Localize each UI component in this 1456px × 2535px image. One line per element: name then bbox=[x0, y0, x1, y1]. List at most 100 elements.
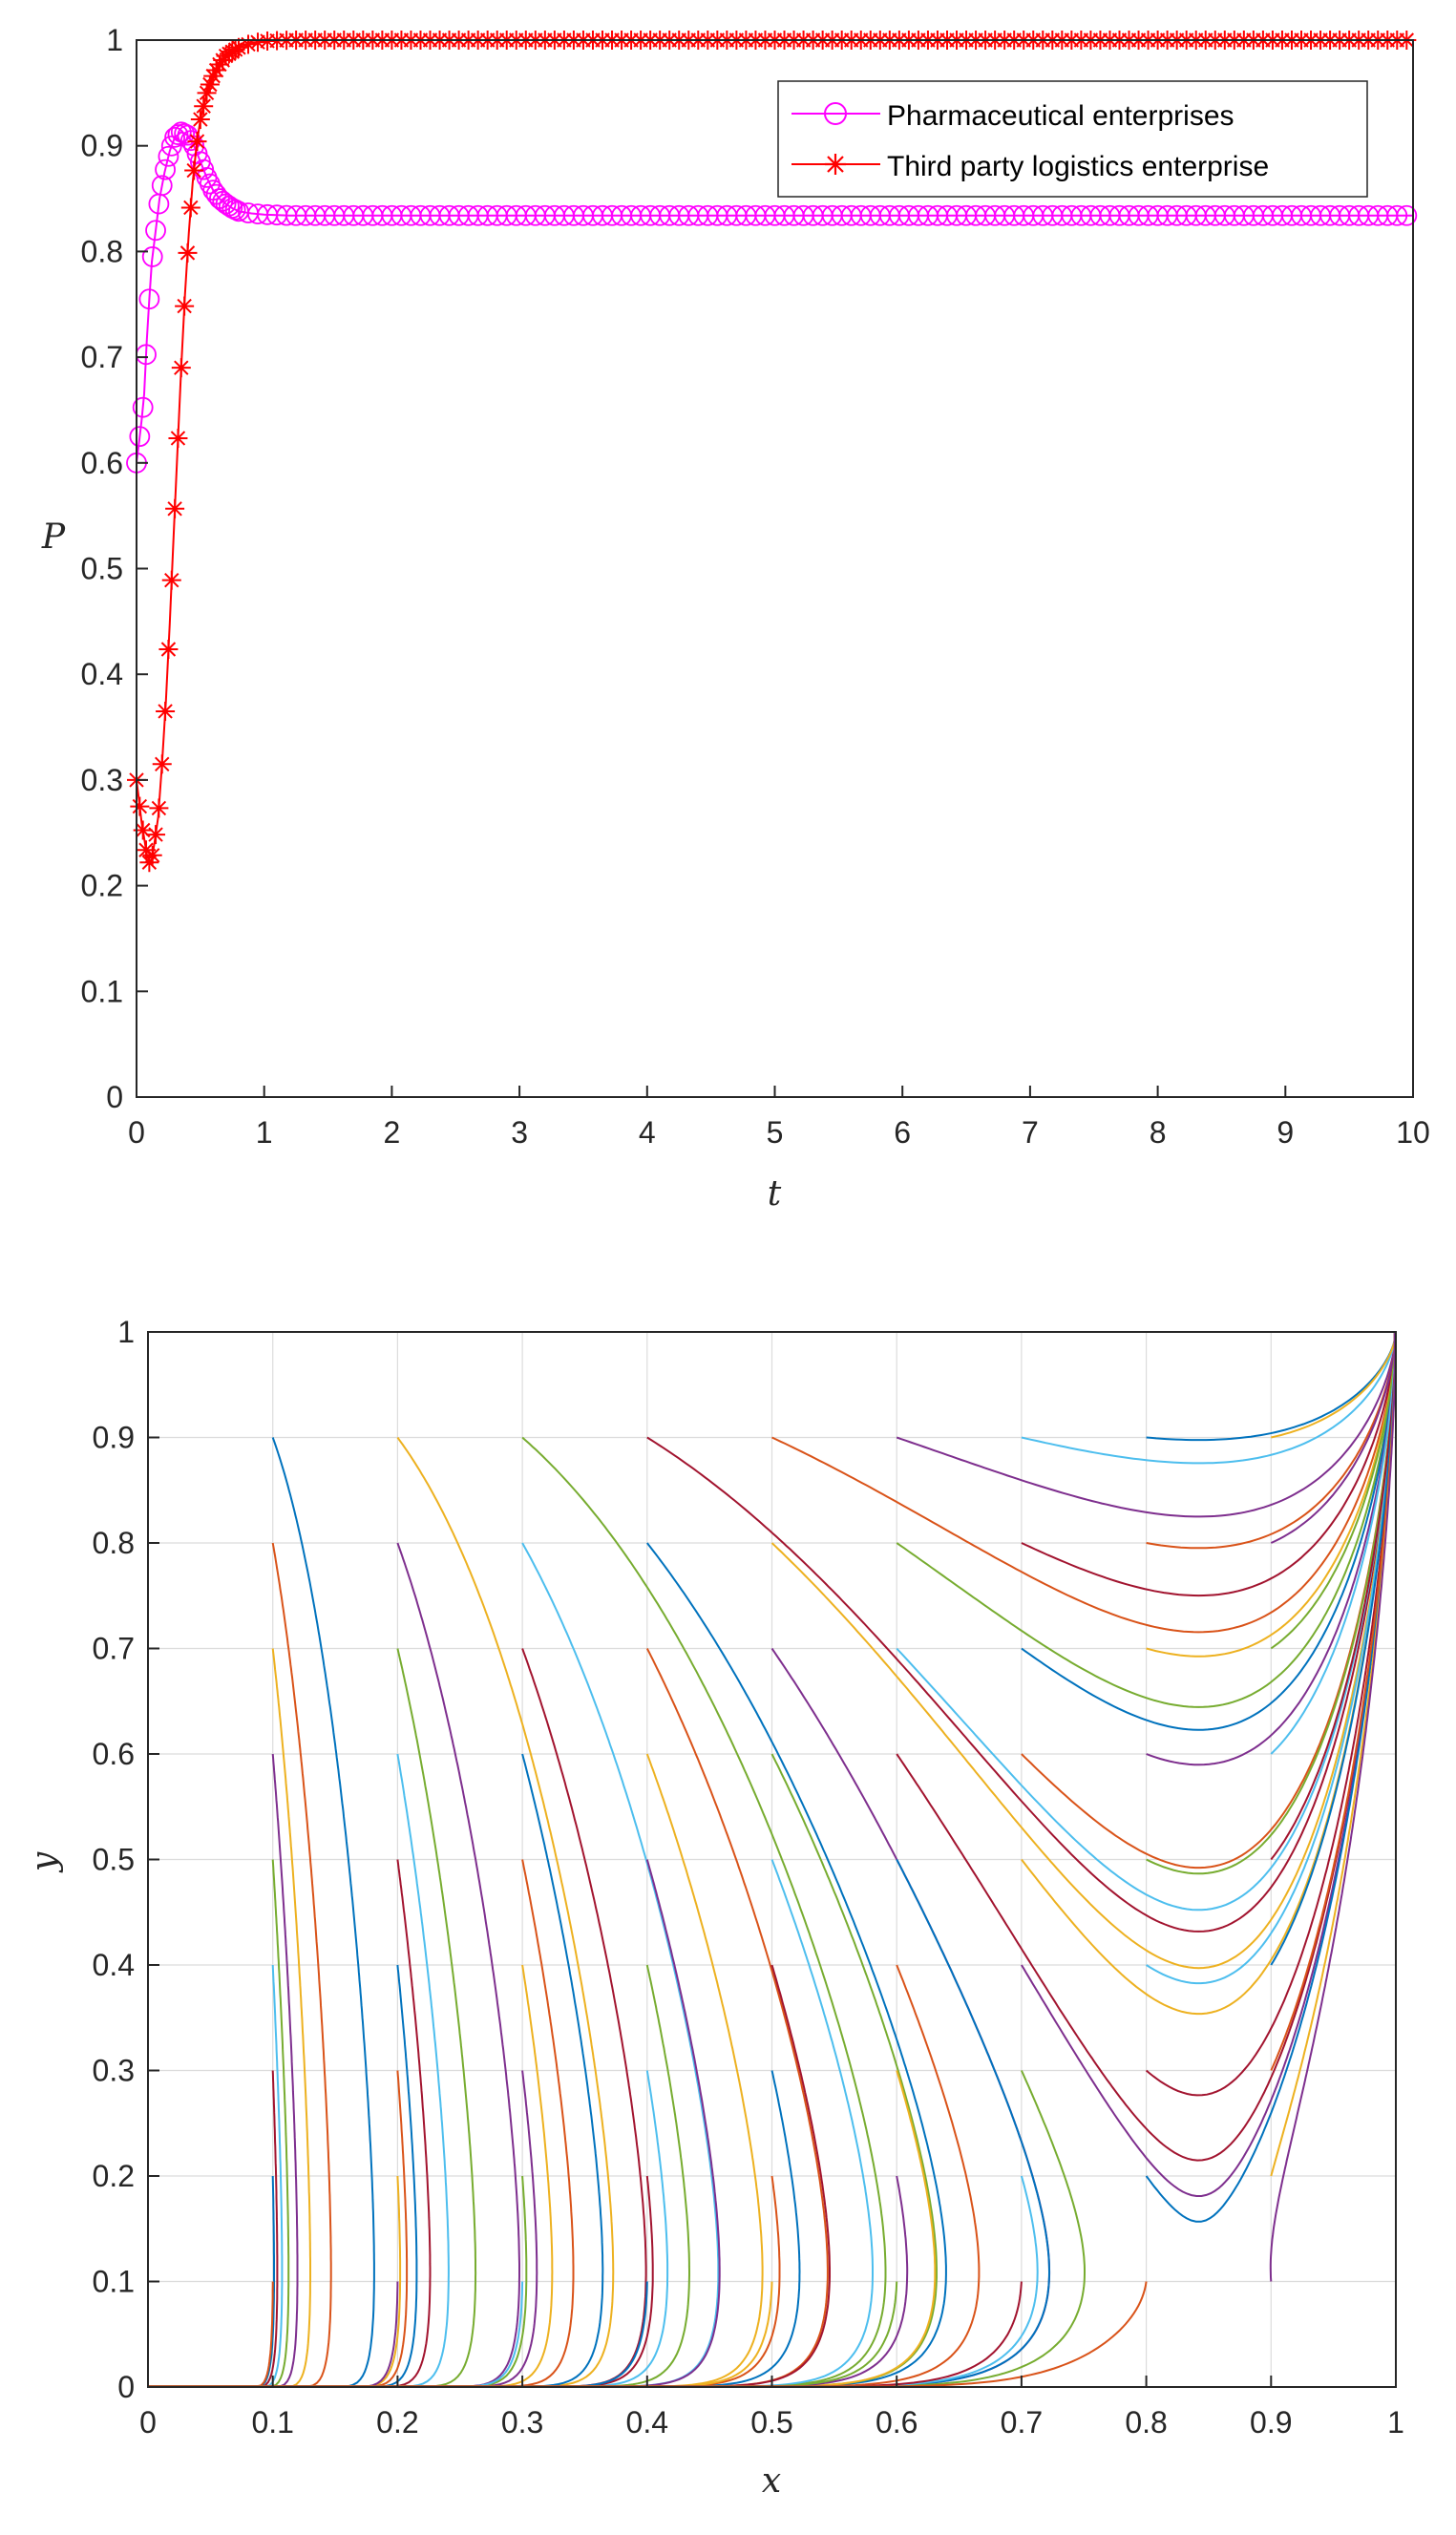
data-point bbox=[175, 296, 195, 316]
y-tick-label: 0.5 bbox=[81, 552, 123, 586]
trajectory-line bbox=[1270, 1333, 1396, 1650]
data-point bbox=[180, 198, 200, 218]
chart-1-plot-background bbox=[137, 40, 1413, 1097]
trajectory-line bbox=[1021, 1334, 1396, 1731]
y-tick-label: 0.6 bbox=[93, 1737, 135, 1771]
data-point bbox=[129, 426, 151, 448]
data-point bbox=[190, 110, 210, 130]
y-tick-label: 0.7 bbox=[93, 1632, 135, 1666]
legend-label-pharmaceutical: Pharmaceutical enterprises bbox=[887, 100, 1234, 132]
chart-2-x-ticks: 0 0.1 0.2 0.3 0.4 0.5 0.6 0.7 0.8 0.9 1 bbox=[139, 2376, 1404, 2440]
data-point bbox=[152, 754, 172, 774]
data-point bbox=[146, 825, 166, 845]
x-tick-label: 0.7 bbox=[1001, 2405, 1043, 2440]
x-tick-label: 0 bbox=[139, 2405, 157, 2440]
data-point bbox=[132, 396, 154, 418]
y-tick-label: 0 bbox=[117, 2370, 135, 2404]
data-point bbox=[168, 428, 188, 448]
data-point bbox=[158, 145, 179, 167]
x-tick-label: 0.5 bbox=[750, 2405, 792, 2440]
y-tick-label: 0.4 bbox=[81, 657, 123, 691]
trajectory-line bbox=[646, 1333, 1396, 1933]
y-tick-label: 0.1 bbox=[93, 2265, 135, 2299]
chart-1-time-series: 0 1 2 3 4 5 6 7 8 9 10 0 0.1 0.2 0.3 0.4 0.5 0.6 0.7 0.8 0.… bbox=[41, 23, 1430, 1214]
trajectory-line bbox=[1270, 1333, 1396, 1544]
x-tick-label: 10 bbox=[1396, 1115, 1430, 1150]
data-point bbox=[155, 158, 176, 180]
trajectory-line bbox=[1146, 1333, 1396, 1442]
x-tick-label: 0.2 bbox=[376, 2405, 418, 2440]
x-tick-label: 7 bbox=[1022, 1115, 1039, 1150]
data-point bbox=[1386, 204, 1408, 226]
data-point bbox=[1396, 204, 1418, 226]
y-tick-label: 0.6 bbox=[81, 446, 123, 480]
data-point bbox=[158, 640, 179, 660]
data-point bbox=[197, 83, 217, 103]
x-tick-label: 5 bbox=[767, 1115, 784, 1150]
data-point bbox=[194, 96, 214, 116]
x-tick-label: 3 bbox=[511, 1115, 528, 1150]
x-tick-label: 0.3 bbox=[501, 2405, 543, 2440]
chart-2-y-axis-label: y bbox=[25, 1851, 64, 1873]
legend-marker-pharmaceutical bbox=[824, 102, 847, 125]
x-tick-label: 8 bbox=[1150, 1115, 1167, 1150]
trajectory-line bbox=[1021, 1333, 1396, 1465]
data-point bbox=[145, 220, 166, 242]
x-tick-label: 4 bbox=[639, 1115, 656, 1150]
series-line bbox=[136, 131, 1413, 463]
x-tick-label: 2 bbox=[384, 1115, 401, 1150]
data-point bbox=[149, 798, 169, 818]
trajectory-line bbox=[896, 1333, 1396, 1518]
y-tick-label: 0.8 bbox=[81, 234, 123, 268]
legend-marker-logistics bbox=[825, 154, 846, 175]
chart-1-y-ticks: 0 0.1 0.2 0.3 0.4 0.5 0.6 0.7 0.8 0.9 1 bbox=[81, 23, 148, 1114]
y-tick-label: 0.8 bbox=[93, 1526, 135, 1560]
trajectory-line bbox=[1021, 1333, 1396, 1597]
chart-2-phase-portrait: 0 0.1 0.2 0.3 0.4 0.5 0.6 0.7 0.8 0.9 1 0 0.1 0.2 0.3… bbox=[25, 1315, 1404, 2501]
trajectory-line bbox=[1270, 1333, 1396, 1755]
data-point bbox=[184, 160, 204, 180]
x-tick-label: 0.8 bbox=[1125, 2405, 1167, 2440]
y-tick-label: 0.2 bbox=[81, 869, 123, 903]
trajectory-line bbox=[1270, 1333, 1396, 1861]
data-point bbox=[248, 32, 268, 53]
chart-1-legend: Pharmaceutical enterprises Third party l… bbox=[777, 80, 1368, 198]
x-tick-label: 0 bbox=[128, 1115, 145, 1150]
trajectory-line bbox=[896, 1334, 1396, 1708]
data-point bbox=[167, 124, 189, 145]
data-point bbox=[178, 243, 198, 263]
data-point bbox=[224, 199, 246, 221]
trajectory-line bbox=[771, 1333, 1396, 1634]
y-tick-label: 1 bbox=[117, 1315, 135, 1349]
trajectory-line bbox=[1269, 1333, 1396, 2282]
legend-label-logistics: Third party logistics enterprise bbox=[887, 151, 1269, 182]
y-tick-label: 0.9 bbox=[93, 1421, 135, 1455]
chart-1-x-axis-label: t bbox=[768, 1174, 782, 1214]
y-tick-label: 0.1 bbox=[81, 974, 123, 1008]
data-point bbox=[130, 796, 150, 816]
y-tick-label: 0.4 bbox=[93, 1948, 135, 1982]
data-point bbox=[138, 288, 160, 310]
x-tick-label: 0.1 bbox=[251, 2405, 293, 2440]
x-tick-label: 0.4 bbox=[626, 2405, 668, 2440]
y-tick-label: 0.7 bbox=[81, 340, 123, 374]
data-point bbox=[142, 845, 162, 865]
y-tick-label: 0.3 bbox=[81, 763, 123, 797]
chart-2-y-ticks: 0 0.1 0.2 0.3 0.4 0.5 0.6 0.7 0.8 0.9 1 bbox=[93, 1315, 159, 2404]
y-tick-label: 0.3 bbox=[93, 2054, 135, 2088]
data-point bbox=[161, 570, 181, 590]
x-tick-label: 9 bbox=[1277, 1115, 1294, 1150]
data-point bbox=[151, 175, 173, 197]
x-tick-label: 0.9 bbox=[1250, 2405, 1292, 2440]
x-tick-label: 1 bbox=[256, 1115, 273, 1150]
data-point bbox=[219, 195, 240, 217]
legend-box bbox=[777, 80, 1368, 198]
y-tick-label: 0.5 bbox=[93, 1843, 135, 1877]
data-point bbox=[171, 358, 191, 378]
chart-1-y-axis-label: P bbox=[41, 518, 66, 557]
x-tick-label: 6 bbox=[894, 1115, 911, 1150]
x-tick-label: 0.6 bbox=[876, 2405, 918, 2440]
data-point bbox=[164, 126, 186, 148]
data-point bbox=[165, 498, 185, 518]
